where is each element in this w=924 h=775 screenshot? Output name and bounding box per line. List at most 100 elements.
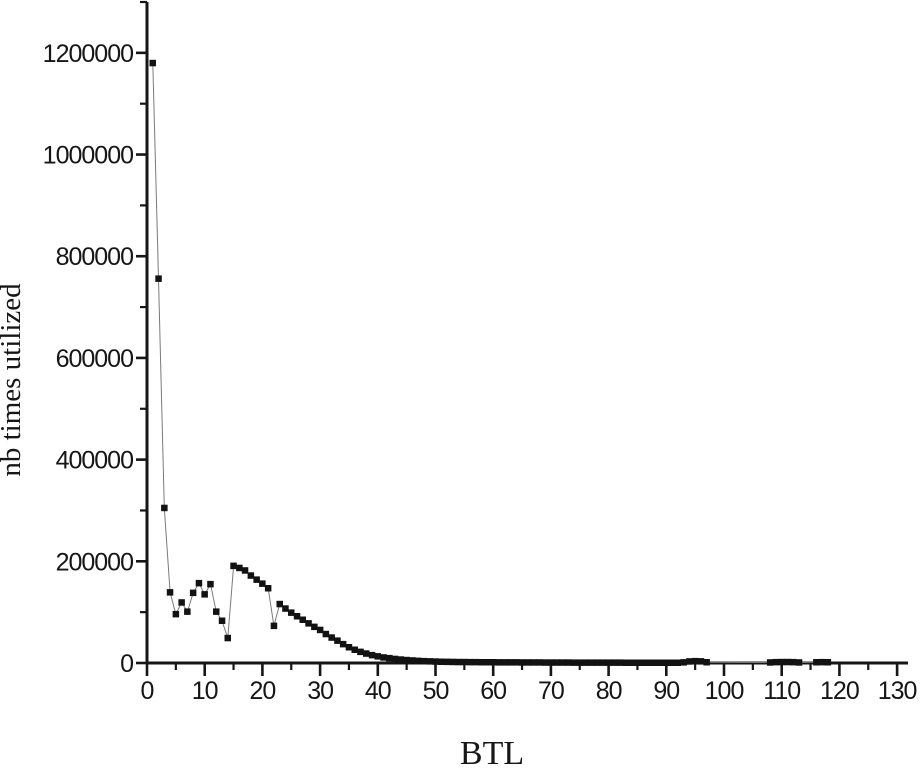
x-tick-label: 10 <box>192 677 218 705</box>
x-tick-label: 40 <box>365 677 391 705</box>
data-point-marker <box>547 659 555 666</box>
data-point-marker <box>478 659 485 666</box>
data-point-marker <box>524 659 532 666</box>
data-point-marker <box>414 657 422 665</box>
data-point-marker <box>363 650 370 657</box>
data-point-marker <box>605 659 612 666</box>
data-point-marker <box>645 659 653 666</box>
data-point-marker <box>178 599 185 606</box>
data-point-marker <box>489 659 497 666</box>
axes <box>145 2 908 665</box>
data-point-marker <box>201 591 208 598</box>
data-point-marker <box>818 658 826 666</box>
data-point-marker <box>339 640 347 648</box>
data-point-marker <box>368 651 376 659</box>
data-point-marker <box>466 658 474 666</box>
data-point-marker <box>518 659 526 666</box>
data-point-marker <box>565 659 572 666</box>
y-tick-label: 200000 <box>56 548 134 576</box>
data-point-marker <box>553 659 560 666</box>
data-point-marker <box>634 659 641 666</box>
data-point-marker <box>697 658 705 665</box>
data-point-marker <box>264 585 272 592</box>
y-tick-labels: 0 200000 400000 600000 800000 1000000 1200000 <box>43 40 134 678</box>
data-point-marker <box>582 659 589 666</box>
data-point-marker <box>334 637 341 644</box>
data-point-marker <box>409 657 416 664</box>
data-point-marker <box>640 659 647 666</box>
x-tick-label: 100 <box>705 677 744 705</box>
x-tick-label: 120 <box>820 677 859 705</box>
data-point-marker <box>824 659 832 666</box>
y-tick-label: 600000 <box>56 345 134 373</box>
data-point-marker <box>449 658 457 666</box>
data-point-marker <box>536 659 543 666</box>
data-point-marker <box>230 562 237 570</box>
data-point-marker <box>184 608 191 615</box>
data-point-marker <box>311 623 318 631</box>
data-point-marker <box>259 580 266 587</box>
x-axis-title: BTL <box>460 735 524 772</box>
data-point-marker <box>305 620 312 627</box>
x-tick-label: 110 <box>763 677 800 705</box>
x-tick-label: 50 <box>423 677 449 705</box>
data-point-marker <box>270 622 278 630</box>
x-tick-label: 0 <box>141 677 154 705</box>
data-point-marker <box>432 658 439 665</box>
data-point-marker <box>438 658 445 665</box>
x-tick-label: 60 <box>480 677 506 705</box>
data-point-marker <box>224 634 231 642</box>
data-point-marker <box>628 659 635 666</box>
data-point-marker <box>790 658 797 666</box>
data-point-marker <box>247 572 255 579</box>
data-point-marker <box>663 659 670 666</box>
data-point-marker <box>674 659 682 666</box>
data-point-marker <box>218 617 226 624</box>
data-point-marker <box>195 579 203 587</box>
y-tick-label: 400000 <box>56 447 134 475</box>
x-tick-label: 30 <box>307 677 333 705</box>
data-point-marker <box>374 653 381 660</box>
data-point-marker <box>813 659 820 666</box>
data-point-marker <box>691 657 699 665</box>
data-point-marker <box>236 564 243 572</box>
data-point-marker <box>472 658 480 666</box>
data-point-marker <box>207 580 214 588</box>
data-point-marker <box>570 659 578 666</box>
data-point-marker <box>513 659 520 666</box>
data-point-marker <box>461 658 468 666</box>
y-tick-label: 1200000 <box>43 40 133 68</box>
data-point-marker <box>668 659 676 666</box>
data-point-marker <box>189 589 197 597</box>
data-point-marker <box>703 659 710 666</box>
data-point-marker <box>391 655 399 663</box>
data-point-marker <box>149 59 156 67</box>
data-point-marker <box>420 657 428 665</box>
data-point-marker <box>253 576 260 583</box>
data-point-marker <box>288 609 295 616</box>
data-point-marker <box>241 567 249 574</box>
data-point-marker <box>172 610 180 618</box>
x-tick-label: 80 <box>596 677 622 705</box>
data-point-marker <box>686 658 693 665</box>
data-point-marker <box>293 613 301 620</box>
data-point-marker <box>397 656 405 663</box>
data-point-marker <box>166 589 174 596</box>
data-point-marker <box>345 644 353 651</box>
data-point-marker <box>772 658 780 666</box>
data-point-marker <box>328 634 335 641</box>
data-point-marker <box>380 654 387 661</box>
data-point-marker <box>443 658 451 666</box>
data-point-marker <box>795 659 803 666</box>
data-point-marker <box>426 658 433 665</box>
data-point-marker <box>322 630 330 638</box>
data-point-marker <box>576 659 583 666</box>
data-point-marker <box>541 659 549 666</box>
data-point-marker <box>276 600 283 608</box>
data-point-marker <box>282 605 289 612</box>
data-point-marker <box>501 659 508 666</box>
data-point-marker <box>680 659 687 666</box>
data-point-marker <box>611 659 618 666</box>
